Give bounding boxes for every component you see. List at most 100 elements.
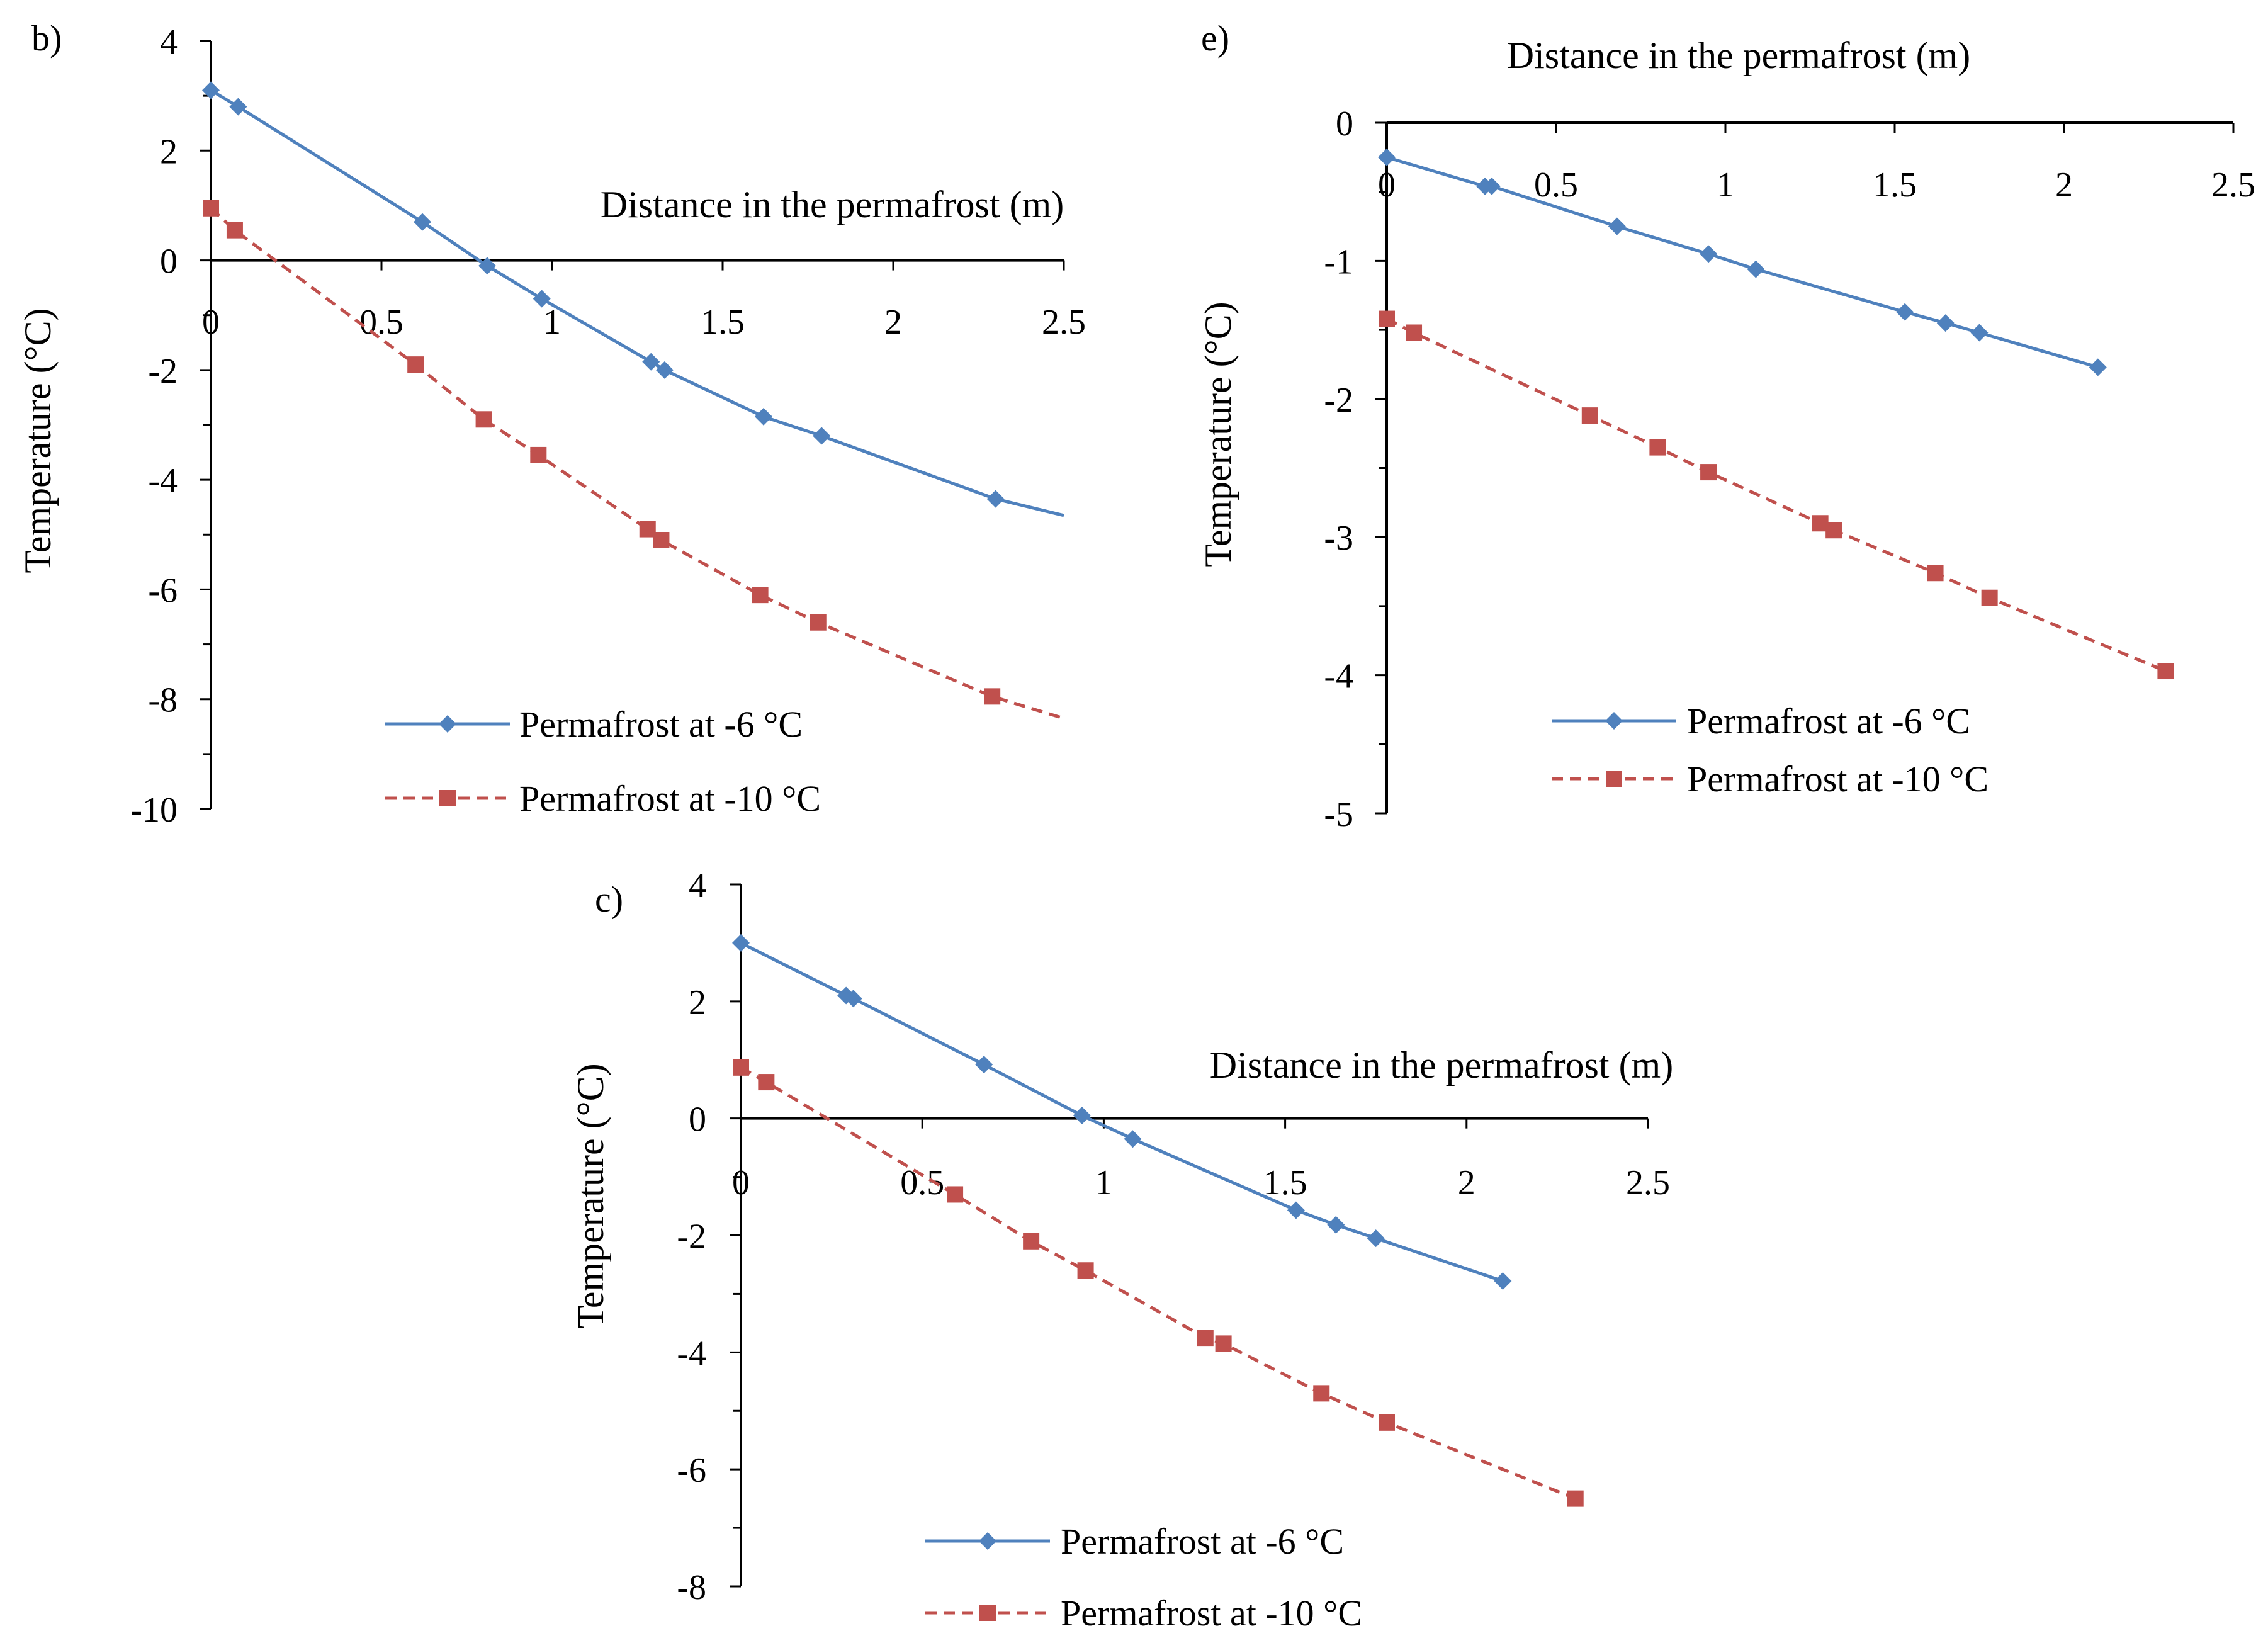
data-point-square <box>1197 1330 1214 1347</box>
data-point-square <box>758 1074 775 1091</box>
y-tick-label: -2 <box>677 1217 706 1256</box>
data-point-square <box>1023 1233 1040 1250</box>
data-point-diamond <box>1936 314 1955 332</box>
data-point-square <box>1927 565 1944 582</box>
y-tick-label: -4 <box>1324 657 1353 696</box>
legend-marker-diamond <box>1605 712 1623 730</box>
data-point-square <box>475 411 492 428</box>
data-point-diamond <box>1608 217 1626 235</box>
x-tick-label: 2.5 <box>1626 1163 1670 1202</box>
data-point-square <box>984 688 1001 705</box>
data-point-diamond <box>1747 260 1765 278</box>
y-axis-title: Temperature (°C) <box>17 308 59 573</box>
data-point-square <box>1581 407 1598 424</box>
y-tick-label: -8 <box>148 681 178 720</box>
data-point-square <box>2157 663 2174 680</box>
panel-label: b) <box>31 18 62 59</box>
data-point-square <box>810 614 827 631</box>
x-tick-label: 1 <box>1717 166 1734 205</box>
data-point-square <box>1379 310 1395 327</box>
x-tick-label: 0 <box>1378 166 1396 205</box>
legend-label-series-2: Permafrost at -10 °C <box>519 778 821 819</box>
y-tick-label: 2 <box>160 132 178 171</box>
data-point-diamond <box>1287 1201 1305 1219</box>
y-tick-label: 4 <box>160 23 178 62</box>
data-point-square <box>1981 589 1998 606</box>
y-tick-label: -4 <box>148 461 178 500</box>
y-axis-title: Temperature (°C) <box>570 1063 611 1328</box>
legend: Permafrost at -6 °C Permafrost at -10 °C <box>1552 701 1989 799</box>
x-tick-label: 0 <box>732 1163 750 1202</box>
data-point-diamond <box>533 290 551 308</box>
x-tick-label: 0.5 <box>1534 166 1578 205</box>
data-point-square <box>407 356 424 373</box>
x-tick-label: 2.5 <box>1042 303 1086 342</box>
y-tick-label: -2 <box>1324 381 1353 420</box>
series-line-1 <box>210 89 1064 517</box>
y-tick-label: 0 <box>160 242 178 281</box>
series-line-2 <box>210 206 1064 720</box>
x-axis-title: Distance in the permafrost (m) <box>1210 1044 1673 1086</box>
y-tick-label: 4 <box>689 866 706 905</box>
x-tick-label: 2.5 <box>2211 166 2255 205</box>
legend: Permafrost at -6 °C Permafrost at -10 °C <box>385 704 821 819</box>
y-tick-label: 0 <box>689 1100 706 1139</box>
legend-label-series-2: Permafrost at -10 °C <box>1061 1593 1362 1634</box>
legend-label-series-1: Permafrost at -6 °C <box>519 704 803 745</box>
data-point-square <box>1313 1385 1330 1402</box>
data-point-diamond <box>1700 245 1718 263</box>
data-point-square <box>530 446 547 463</box>
legend: Permafrost at -6 °C Permafrost at -10 °C <box>925 1521 1362 1634</box>
y-tick-label: -10 <box>130 791 178 830</box>
y-tick-label: -2 <box>148 352 178 391</box>
legend-marker-square <box>1606 771 1622 787</box>
legend-marker-diamond <box>439 715 456 733</box>
data-point-square <box>1700 464 1717 481</box>
legend-label-series-1: Permafrost at -6 °C <box>1687 701 1970 742</box>
data-point-diamond <box>229 98 247 116</box>
data-point-diamond <box>975 1056 993 1074</box>
panel-label: c) <box>595 879 623 920</box>
data-point-square <box>1567 1490 1584 1507</box>
data-point-diamond <box>1970 324 1989 342</box>
data-point-square <box>752 587 769 604</box>
y-tick-label: -4 <box>677 1334 706 1373</box>
data-point-square <box>733 1059 749 1076</box>
data-point-diamond <box>1367 1229 1385 1248</box>
data-point-square <box>947 1186 964 1203</box>
x-tick-label: 0.5 <box>359 303 403 342</box>
data-point-diamond <box>844 990 862 1008</box>
data-point-diamond <box>1073 1107 1091 1125</box>
data-point-diamond <box>1494 1272 1512 1290</box>
data-point-diamond <box>1482 177 1501 195</box>
data-point-square <box>1825 522 1842 539</box>
data-point-diamond <box>478 257 497 275</box>
y-tick-label: -6 <box>677 1451 706 1490</box>
y-tick-label: -1 <box>1324 242 1353 281</box>
data-point-square <box>226 222 243 239</box>
x-tick-label: 2 <box>2055 166 2073 205</box>
chart-panel-e: e) Distance in the permafrost (m) Temper… <box>1197 18 2255 834</box>
data-point-diamond <box>732 934 750 952</box>
data-point-square <box>639 521 656 538</box>
chart-panel-c: c) Distance in the permafrost (m) Temper… <box>570 866 1673 1634</box>
data-point-square <box>1649 439 1666 456</box>
x-axis-title: Distance in the permafrost (m) <box>1507 35 1970 76</box>
data-point-diamond <box>755 407 773 426</box>
x-tick-label: 2 <box>1458 1163 1475 1202</box>
data-point-square <box>1406 324 1423 341</box>
legend-marker-diamond <box>979 1532 996 1550</box>
data-point-square <box>203 200 219 217</box>
x-tick-label: 2 <box>884 303 902 342</box>
x-tick-label: 1.5 <box>1263 1163 1307 1202</box>
data-point-diamond <box>202 81 220 99</box>
data-point-square <box>1378 1414 1395 1431</box>
x-tick-label: 0 <box>202 303 220 342</box>
y-tick-label: -8 <box>677 1568 706 1607</box>
data-point-diamond <box>1327 1216 1345 1234</box>
data-point-diamond <box>2089 358 2107 376</box>
y-axis-title: Temperature (°C) <box>1197 302 1239 567</box>
data-point-square <box>1077 1262 1094 1279</box>
x-axis-title: Distance in the permafrost (m) <box>601 184 1064 225</box>
